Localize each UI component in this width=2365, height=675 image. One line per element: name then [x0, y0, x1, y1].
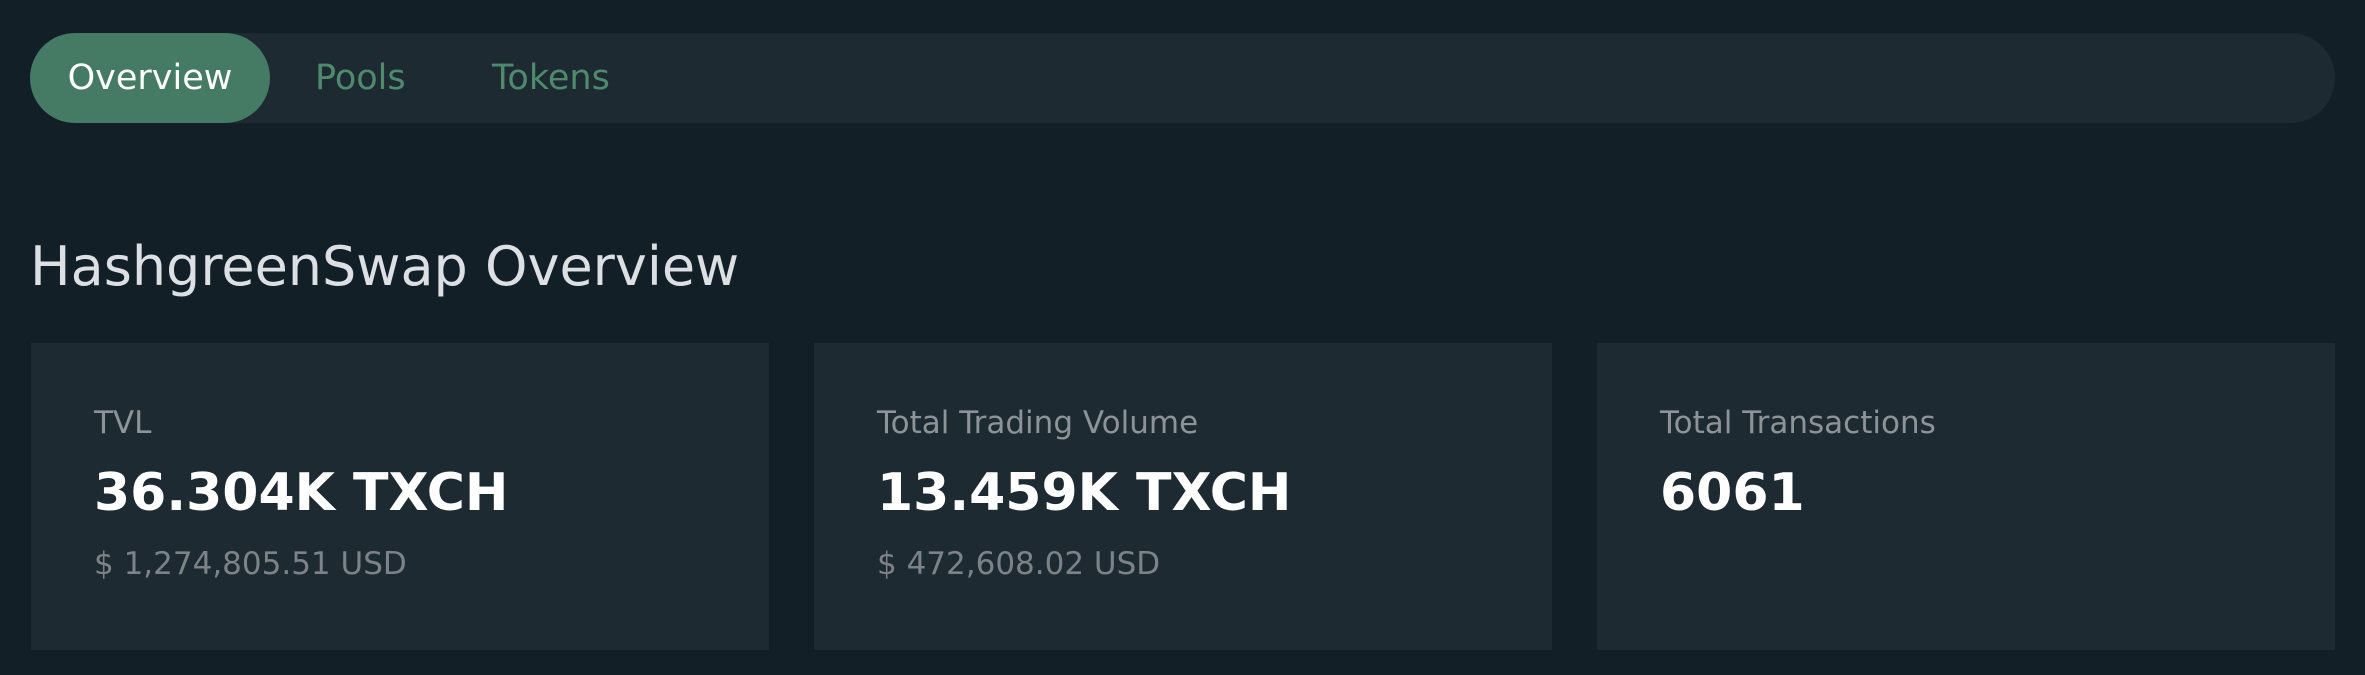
- tab-pools[interactable]: Pools: [315, 58, 406, 98]
- transactions-card: Total Transactions 6061: [1597, 343, 2335, 650]
- tvl-usd-value: $ 1,274,805.51 USD: [94, 546, 407, 582]
- page-title: HashgreenSwap Overview: [30, 235, 740, 298]
- tab-overview[interactable]: Overview: [30, 33, 270, 123]
- tvl-label: TVL: [94, 405, 152, 441]
- trading-volume-usd-value: $ 472,608.02 USD: [877, 546, 1161, 582]
- tab-tokens[interactable]: Tokens: [492, 58, 610, 98]
- tvl-card: TVL 36.304K TXCH $ 1,274,805.51 USD: [31, 343, 769, 650]
- tvl-value: 36.304K TXCH: [94, 463, 509, 523]
- trading-volume-card: Total Trading Volume 13.459K TXCH $ 472,…: [814, 343, 1552, 650]
- transactions-value: 6061: [1660, 463, 1805, 523]
- tab-bar: Overview Pools Tokens: [30, 33, 2335, 123]
- trading-volume-label: Total Trading Volume: [877, 405, 1199, 441]
- trading-volume-value: 13.459K TXCH: [877, 463, 1292, 523]
- transactions-label: Total Transactions: [1660, 405, 1936, 441]
